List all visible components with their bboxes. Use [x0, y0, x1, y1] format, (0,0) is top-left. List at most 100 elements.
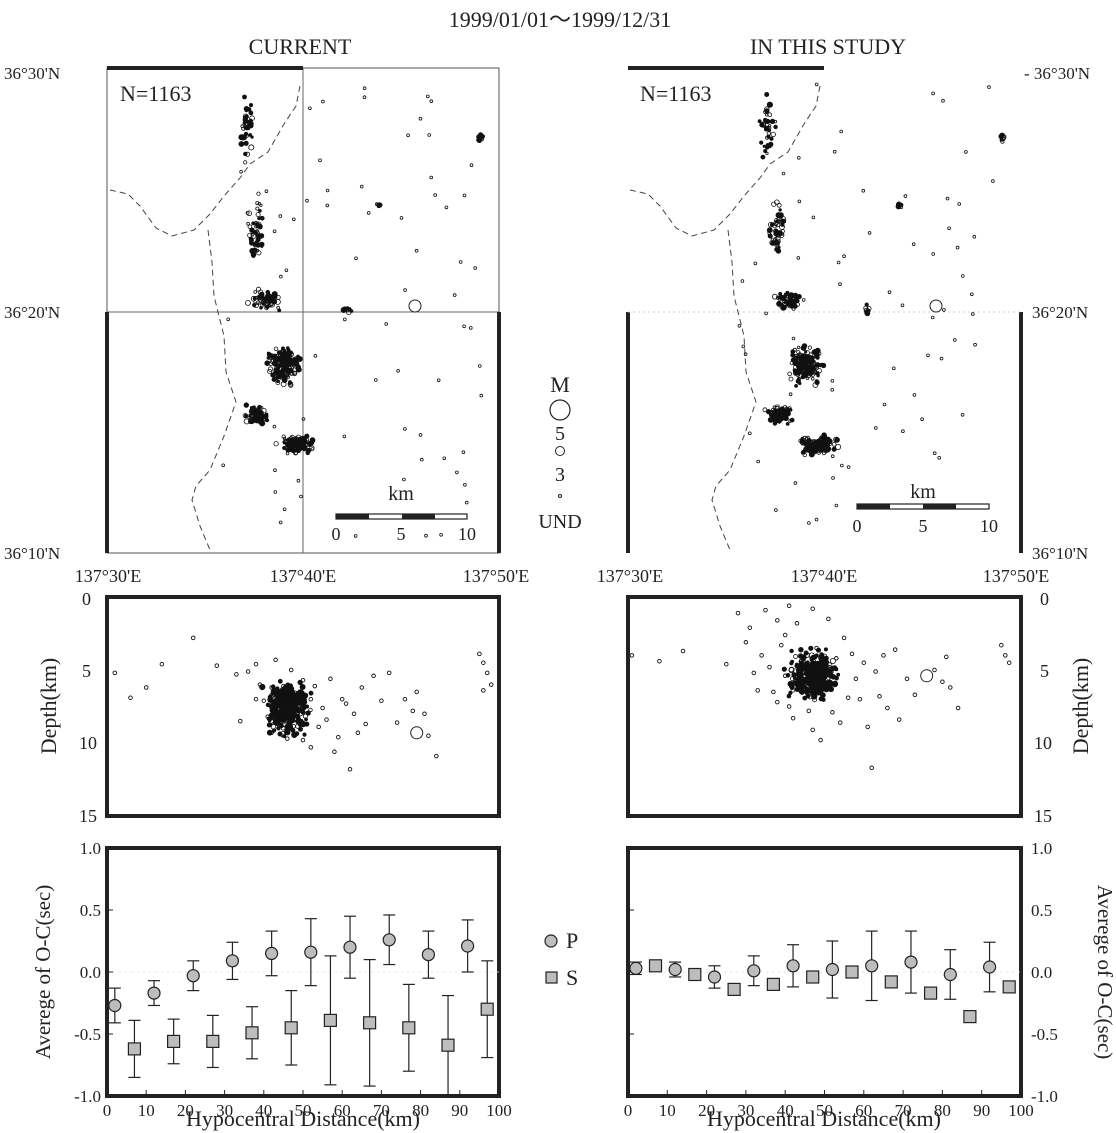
left-depth-point [328, 676, 333, 682]
left-depth-point [488, 682, 494, 687]
left-map-epicenter [429, 99, 434, 103]
right-map-epicenter [763, 148, 768, 153]
left-depth-frame [105, 595, 501, 818]
left-map-epicenter [288, 367, 293, 372]
right-oc-x-tick-label: 40 [777, 1101, 794, 1120]
left-depth-tick: 0 [82, 589, 91, 609]
right-map-epicenter [816, 367, 822, 374]
left-depth-cluster-point [276, 706, 282, 712]
right-map-epicenter [839, 129, 843, 134]
left-map-epicenter [254, 295, 258, 300]
left-depth-cluster-point [304, 704, 309, 709]
right-map-epicenter [779, 214, 783, 219]
right-map-epicenter [767, 416, 774, 423]
right-map-epicenter [896, 202, 901, 207]
magnitude-legend-label: UND [538, 511, 581, 533]
right-depth-point [873, 669, 878, 674]
left-oc-x-tick-label: 80 [412, 1101, 429, 1120]
left-oc-x-tick-label: 90 [451, 1101, 468, 1120]
left-map-epicenter [464, 500, 469, 505]
left-map-epicenter [468, 326, 473, 330]
left-map-epicenter [283, 366, 290, 372]
left-map-epicenter [249, 227, 255, 233]
right-map-epicenter [942, 308, 946, 312]
left-map-epicenter [291, 362, 296, 367]
left-map-epicenter [304, 440, 309, 445]
left-scale-tick: 10 [458, 524, 476, 544]
right-map-epicenter [861, 188, 866, 193]
right-map-epicenter [799, 356, 804, 360]
right-scale-bar-segment [923, 504, 956, 509]
right-depth-point [818, 737, 823, 743]
left-map-epicenter [359, 184, 364, 189]
left-map-epicenter [255, 248, 260, 253]
left-map-epicenter [287, 445, 294, 452]
right-map-epicenter [788, 392, 793, 397]
right-depth-cluster-point [830, 673, 837, 680]
left-depth-cluster-point [287, 720, 293, 726]
right-oc-s-marker [1002, 980, 1016, 994]
left-depth-point [253, 696, 259, 702]
right-depth-cluster-point [786, 693, 792, 699]
left-map-epicenter [247, 415, 252, 420]
right-map-epicenter [778, 208, 782, 212]
right-map-epicenter [764, 92, 770, 98]
left-map-epicenter [290, 437, 295, 441]
right-depth-point [759, 653, 764, 658]
right-map-epicenter [964, 150, 968, 154]
left-map-epicenter [419, 457, 424, 462]
left-map-epicenter [285, 373, 290, 378]
right-depth-point [822, 669, 827, 674]
left-map-epicenter [267, 303, 272, 307]
left-depth-point [434, 753, 439, 759]
right-depth-point [877, 694, 882, 699]
right-map-epicenter [797, 361, 802, 366]
left-map-epicenter [267, 366, 274, 372]
left-map-epicenter [418, 116, 423, 121]
left-depth-cluster-point [270, 700, 275, 706]
left-map-epicenter [255, 223, 262, 229]
right-map-epicenter [741, 344, 746, 349]
left-map-epicenter [308, 106, 312, 111]
right-map-epicenter [798, 381, 802, 386]
magnitude-legend-circle-large [549, 399, 571, 421]
left-depth-cluster-point [298, 707, 303, 712]
right-map-epicenter [834, 503, 839, 508]
left-depth-tick: 15 [79, 806, 97, 826]
left-depth-large-event [410, 726, 424, 740]
left-depth-cluster-point [277, 678, 283, 684]
left-map-epicenter [439, 532, 443, 537]
left-map-epicenter [480, 134, 485, 139]
right-map-epicenter [789, 361, 794, 366]
right-map-epicenter [774, 221, 781, 228]
left-lon-label: 137°50'E [463, 566, 529, 586]
right-map-epicenter [776, 216, 782, 222]
left-map-epicenter [255, 233, 261, 239]
right-map-epicenter [747, 431, 752, 436]
left-lat-label: 36°20'N [4, 303, 60, 322]
right-depth-point [849, 651, 855, 657]
magnitude-legend-title: M [550, 372, 570, 397]
left-map-epicenter [452, 293, 457, 297]
left-depth-point [308, 745, 314, 750]
left-map-epicenter [226, 317, 231, 322]
left-map-epicenter [325, 203, 330, 208]
left-oc-s-marker [480, 1002, 494, 1016]
left-map-epicenter [444, 205, 449, 210]
left-map-epicenter [424, 533, 428, 538]
right-depth-cluster-point [823, 647, 828, 652]
right-panel-title: IN THIS STUDY [750, 34, 906, 59]
right-depth-cluster-point [789, 683, 795, 688]
left-depth-point [214, 663, 220, 668]
right-depth-point [869, 765, 874, 771]
right-depth-cluster-point [817, 688, 823, 694]
left-oc-p-marker [382, 933, 396, 947]
right-depth-point [861, 660, 867, 665]
right-depth-point [944, 654, 949, 660]
left-oc-s-marker [323, 1013, 337, 1028]
left-map-epicenter [285, 346, 290, 350]
left-map-epicenter [255, 286, 261, 292]
right-oc-x-tick-label: 10 [659, 1101, 676, 1120]
right-oc-frame [626, 846, 1023, 1098]
